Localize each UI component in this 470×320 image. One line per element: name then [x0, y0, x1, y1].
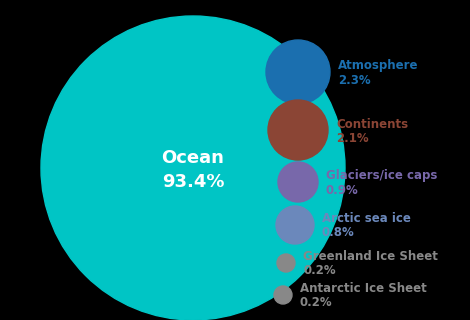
Text: Ocean: Ocean — [162, 149, 225, 167]
Circle shape — [41, 16, 345, 320]
Circle shape — [278, 162, 318, 202]
Text: 0.8%: 0.8% — [322, 227, 355, 239]
Circle shape — [266, 40, 330, 104]
Text: Arctic sea ice: Arctic sea ice — [322, 212, 411, 226]
Circle shape — [277, 254, 295, 272]
Text: Continents: Continents — [336, 117, 408, 131]
Text: 0.9%: 0.9% — [326, 183, 359, 196]
Text: Greenland Ice Sheet: Greenland Ice Sheet — [303, 251, 438, 263]
Circle shape — [268, 100, 328, 160]
Text: 93.4%: 93.4% — [162, 173, 224, 191]
Text: Glaciers/ice caps: Glaciers/ice caps — [326, 170, 438, 182]
Text: 2.1%: 2.1% — [336, 132, 368, 145]
Text: 0.2%: 0.2% — [300, 297, 333, 309]
Text: 0.2%: 0.2% — [303, 265, 336, 277]
Text: 2.3%: 2.3% — [338, 74, 371, 86]
Text: Atmosphere: Atmosphere — [338, 60, 418, 73]
Circle shape — [274, 286, 292, 304]
Text: Antarctic Ice Sheet: Antarctic Ice Sheet — [300, 283, 427, 295]
Circle shape — [276, 206, 314, 244]
